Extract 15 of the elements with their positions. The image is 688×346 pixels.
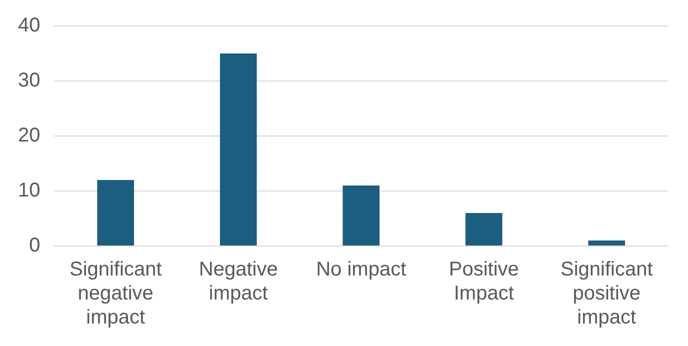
y-tick-label: 10 bbox=[18, 180, 40, 202]
x-tick-label: Positive Impact bbox=[448, 258, 519, 305]
x-tick-label: No impact bbox=[316, 258, 407, 281]
y-tick-label: 30 bbox=[18, 70, 40, 92]
y-tick-label: 0 bbox=[29, 234, 40, 257]
x-tick-label: Significant negative impact bbox=[69, 258, 162, 329]
bar bbox=[465, 213, 502, 246]
bar bbox=[342, 186, 380, 246]
y-tick-label: 20 bbox=[18, 124, 40, 147]
x-tick-label: Significant positive impact bbox=[560, 258, 654, 329]
x-tick-label: Negative impact bbox=[198, 258, 278, 305]
bar bbox=[588, 240, 626, 246]
bar bbox=[97, 180, 134, 246]
y-tick-label: 40 bbox=[18, 14, 40, 37]
bar bbox=[220, 54, 257, 246]
